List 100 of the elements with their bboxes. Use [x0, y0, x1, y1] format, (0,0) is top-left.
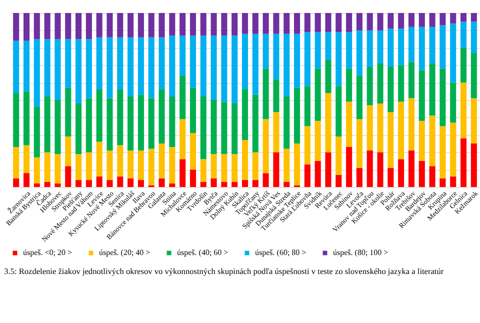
bar: [304, 164, 310, 187]
bar: [388, 28, 394, 67]
bar: [429, 26, 436, 64]
bar: [284, 148, 290, 182]
bar: [242, 34, 248, 90]
bar: [54, 39, 61, 100]
bar: [346, 146, 352, 187]
bar: [408, 13, 414, 27]
bar: [86, 152, 92, 180]
bar: [377, 63, 384, 104]
bar: [96, 13, 102, 38]
bar: [408, 98, 414, 150]
bar: [356, 76, 362, 120]
bar: [106, 98, 113, 150]
bar: [314, 120, 321, 161]
bar: [54, 100, 61, 154]
bar: [148, 148, 154, 186]
bar: [242, 13, 248, 34]
bar: [460, 13, 467, 22]
bar: [242, 180, 248, 187]
bar: [34, 39, 40, 107]
bar: [148, 13, 154, 38]
bar: [377, 30, 384, 64]
bar: [398, 65, 404, 102]
bar: [460, 48, 467, 83]
bar: [252, 13, 258, 34]
bar: [366, 66, 373, 106]
bar: [180, 36, 186, 76]
bar: [325, 32, 332, 60]
bar: [13, 93, 20, 147]
bar: [128, 13, 134, 38]
bar: [252, 94, 258, 152]
bar: [304, 126, 310, 164]
bar: [356, 168, 362, 187]
bar: [23, 13, 30, 41]
bar: [273, 152, 280, 187]
bar: [13, 40, 20, 94]
bar: [304, 86, 310, 126]
bar: [450, 122, 456, 177]
bar: [76, 39, 82, 104]
bar: [398, 102, 404, 160]
bar: [180, 119, 186, 160]
bar: [190, 133, 196, 170]
bar: [429, 13, 436, 27]
bar: [13, 146, 20, 178]
bar: [232, 182, 238, 187]
bar: [304, 13, 310, 32]
bar: [356, 13, 362, 30]
bar: [180, 13, 186, 36]
bar: [44, 39, 50, 97]
bar: [158, 37, 165, 90]
bar: [210, 154, 217, 178]
bar: [180, 76, 186, 120]
bar: [314, 13, 321, 32]
bar: [418, 160, 425, 187]
bar: [440, 68, 446, 126]
bar: [262, 119, 269, 174]
bar: [190, 88, 196, 134]
bar: [325, 60, 332, 94]
bar: [429, 166, 436, 187]
bar: [450, 176, 456, 187]
bar: [76, 180, 82, 187]
bar: [314, 160, 321, 187]
bar: [232, 36, 238, 104]
bar: [128, 96, 134, 150]
bar: [314, 68, 321, 121]
bar: [440, 126, 446, 178]
bar: [44, 182, 50, 187]
bar: [252, 180, 258, 187]
bar: [336, 13, 342, 32]
bar: [284, 96, 290, 149]
bar: [34, 157, 40, 184]
bar: [54, 184, 61, 187]
bar: [96, 142, 102, 177]
bar: [304, 32, 310, 86]
bar: [128, 150, 134, 178]
bar: [252, 152, 258, 180]
bar: [106, 150, 113, 180]
bar: [210, 13, 217, 36]
bar: [325, 93, 332, 152]
bar: [169, 96, 176, 147]
bar: [325, 152, 332, 187]
bar: [158, 90, 165, 144]
legend-label: úspeš. (40; 60 >: [177, 248, 229, 257]
bar: [200, 96, 206, 160]
bar: [221, 36, 228, 102]
bar: [346, 13, 352, 32]
bar: [273, 34, 280, 80]
bar: [346, 32, 352, 69]
bar: [346, 68, 352, 102]
bar: [138, 150, 144, 180]
bar: [366, 105, 373, 150]
bar: [13, 13, 20, 41]
bar: [106, 13, 113, 38]
bar: [65, 136, 72, 166]
bar: [65, 39, 72, 88]
bar: [450, 13, 456, 24]
bar: [200, 13, 206, 36]
bar: [460, 22, 467, 48]
bar: [252, 34, 258, 95]
